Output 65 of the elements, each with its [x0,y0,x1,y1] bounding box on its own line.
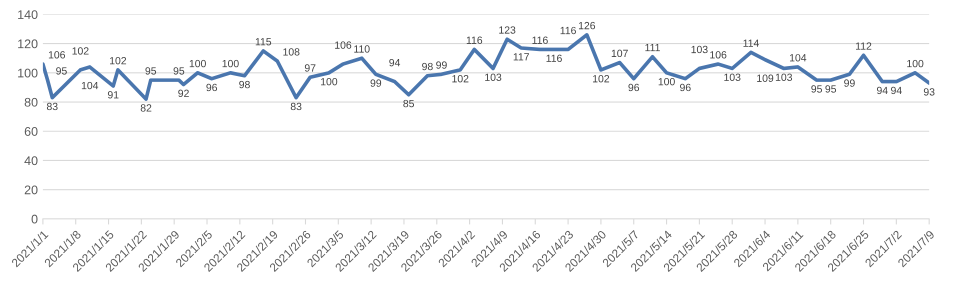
data-label: 104 [82,82,98,90]
data-label: 94 [389,58,400,66]
data-label: 83 [46,102,58,110]
data-label: 94 [876,86,888,94]
data-label: 96 [680,84,691,92]
y-tick-label: 80 [24,98,38,107]
data-label: 98 [422,62,433,70]
data-label: 109 [757,74,774,82]
data-label: 95 [56,67,67,75]
data-label: 100 [321,78,338,86]
data-label: 102 [110,56,126,64]
data-label: 98 [239,80,250,88]
y-tick-label: 120 [18,39,38,48]
data-label: 111 [645,44,660,52]
data-label: 103 [724,74,740,81]
data-label: 97 [304,64,316,72]
data-label: 100 [658,78,675,86]
data-label: 82 [140,104,152,112]
data-label: 123 [499,26,516,34]
data-label: 116 [466,36,482,44]
y-tick-label: 0 [32,214,38,224]
data-label: 114 [743,40,759,47]
y-tick-label: 100 [18,68,38,78]
data-label: 106 [48,51,66,59]
data-label: 107 [612,50,628,58]
y-tick-label: 140 [18,10,38,20]
data-label: 96 [628,84,640,92]
data-label: 95 [811,85,822,93]
data-label: 95 [145,67,156,75]
y-tick-label: 20 [24,185,38,194]
data-label: 99 [844,79,855,87]
data-label: 100 [190,60,206,68]
data-label: 103 [485,74,502,81]
data-label: 99 [370,79,382,87]
data-label: 116 [546,54,562,62]
data-label: 100 [907,60,924,68]
data-label: 93 [924,88,935,96]
data-label: 102 [452,75,468,82]
data-label: 116 [560,26,576,34]
data-label: 103 [776,74,792,81]
data-label: 83 [290,102,302,110]
data-label: 95 [174,67,184,75]
data-label: 115 [256,38,272,46]
data-label: 100 [222,60,239,68]
data-label: 116 [532,36,548,44]
data-label: 102 [593,75,610,82]
data-label: 95 [825,85,836,93]
data-label: 108 [283,48,300,56]
data-label: 106 [335,41,352,49]
data-label: 126 [578,22,596,30]
y-tick-label: 60 [24,127,38,136]
data-label: 117 [514,53,529,60]
y-tick-label: 40 [24,156,38,166]
data-label: 85 [403,100,414,108]
data-label: 104 [790,54,806,62]
data-label: 103 [692,46,708,54]
data-label: 102 [72,47,89,55]
data-label: 94 [891,86,902,94]
data-label: 92 [178,90,189,98]
data-label: 99 [436,61,447,69]
data-label: 112 [856,42,872,50]
data-label: 106 [710,51,726,59]
data-label: 110 [354,45,370,53]
data-label: 91 [108,91,119,98]
data-label: 96 [206,84,218,92]
